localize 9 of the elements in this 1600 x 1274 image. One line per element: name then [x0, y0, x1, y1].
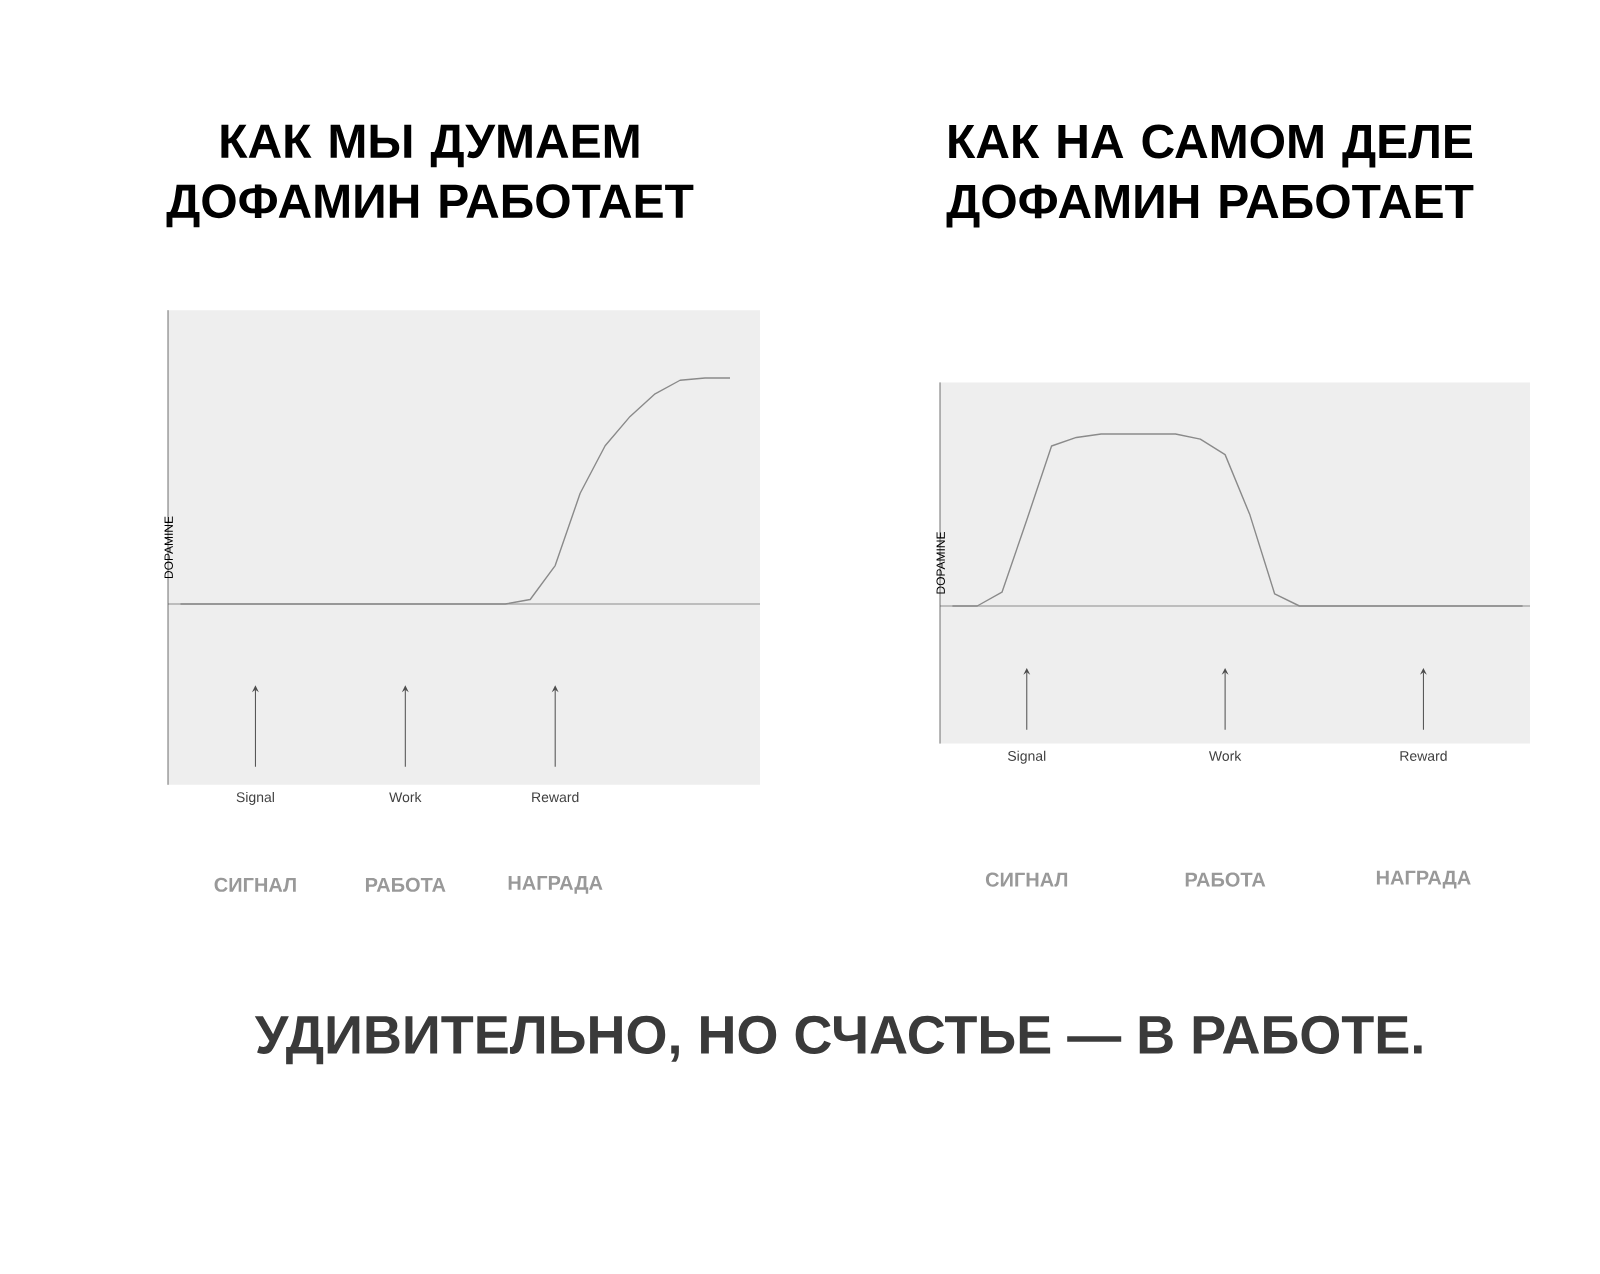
text: НАГРАДА — [1376, 870, 1471, 889]
text: СИГНАЛ — [214, 877, 296, 892]
text: УДИВИТЕЛЬНО, НО СЧАСТЬЕ — В РАБОТЕ. — [254, 1015, 1422, 1065]
text: РАБОТА — [1185, 872, 1266, 887]
chart-title: КАК НА САМОМ ДЕЛЕ ДОФАМИН РАБОТАЕТ — [946, 124, 1474, 228]
text: РАБОТА — [365, 877, 446, 892]
chart-title: КАК МЫ ДУМАЕМ ДОФАМИН РАБОТАЕТ — [166, 124, 694, 228]
text: НАГРАДА — [508, 875, 603, 894]
text: СИГНАЛ — [985, 872, 1068, 887]
